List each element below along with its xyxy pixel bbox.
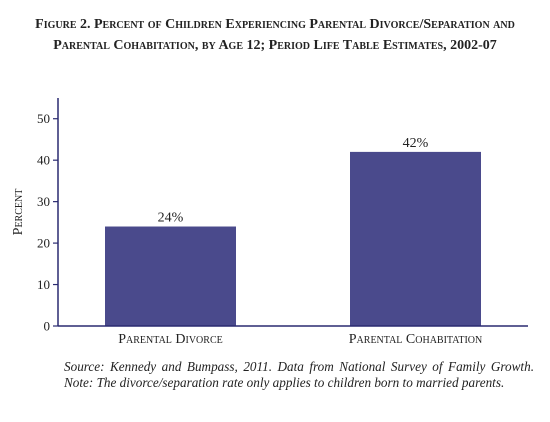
source-note: Source: Kennedy and Bumpass, 2011. Data … [64,359,534,390]
bar [350,151,481,326]
y-tick-label: 20 [37,236,50,251]
y-tick-label: 40 [37,153,50,168]
figure-title-line-2: Parental Cohabitation, by Age 12; Period… [53,38,497,53]
y-tick-label: 50 [37,111,50,126]
x-category-label: Parental Divorce [118,332,222,347]
bar-data-label: 24% [158,211,184,226]
y-tick-label: 10 [37,277,50,292]
bar-data-label: 42% [403,136,429,151]
y-tick-label: 0 [44,319,51,334]
y-axis-title: Percent [11,189,26,236]
x-axis: Parental Divorce Parental Cohabitation [58,325,528,347]
bar [105,226,236,326]
figure-title-line-1: Figure 2. Percent of Children Experienci… [35,17,515,32]
bars-group: 24% 42% [105,136,481,326]
y-tick-label: 30 [37,194,50,209]
x-category-label: Parental Cohabitation [349,332,482,347]
figure-title: Figure 2. Percent of Children Experienci… [20,14,530,56]
y-axis: 0 10 20 30 40 50 [37,98,59,334]
